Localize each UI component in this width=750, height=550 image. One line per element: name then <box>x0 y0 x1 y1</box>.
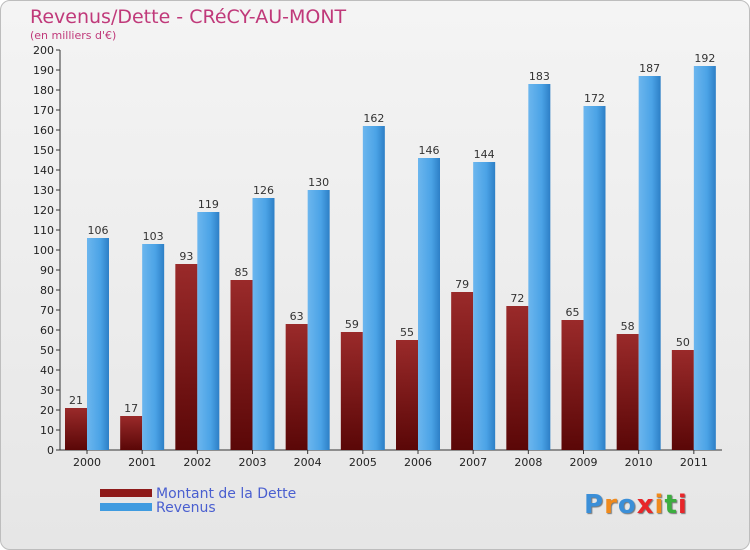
y-tick-label: 110 <box>33 224 54 237</box>
bar-revenus <box>473 162 496 450</box>
bar-dette <box>285 324 308 450</box>
x-tick-label: 2005 <box>349 456 377 469</box>
bar-dette <box>506 306 529 450</box>
data-label: 106 <box>88 224 109 237</box>
y-tick-label: 150 <box>33 144 54 157</box>
chart-subtitle: (en milliers d'€) <box>30 29 117 42</box>
x-tick-label: 2010 <box>625 456 653 469</box>
legend-swatch-revenus <box>100 503 152 511</box>
data-label: 162 <box>363 112 384 125</box>
bar-revenus <box>142 244 165 450</box>
bar-revenus <box>362 126 385 450</box>
logo-letter: o <box>617 490 637 520</box>
x-tick-label: 2003 <box>239 456 267 469</box>
data-label: 192 <box>694 52 715 65</box>
y-tick-label: 190 <box>33 64 54 77</box>
logo-letter: i <box>677 490 688 520</box>
x-tick-label: 2001 <box>128 456 156 469</box>
bar-revenus <box>197 212 220 450</box>
y-tick-label: 20 <box>40 404 54 417</box>
x-tick-label: 2008 <box>514 456 542 469</box>
data-label: 59 <box>345 318 359 331</box>
y-tick-label: 180 <box>33 84 54 97</box>
bar-dette <box>451 292 474 450</box>
y-tick-label: 70 <box>40 304 54 317</box>
y-tick-label: 200 <box>33 44 54 57</box>
data-label: 63 <box>290 310 304 323</box>
y-tick-label: 60 <box>40 324 54 337</box>
data-label: 17 <box>124 402 138 415</box>
y-tick-label: 140 <box>33 164 54 177</box>
y-tick-label: 90 <box>40 264 54 277</box>
x-tick-label: 2011 <box>680 456 708 469</box>
bar-dette <box>65 408 87 450</box>
data-label: 172 <box>584 92 605 105</box>
chart-title: Revenus/Dette - CRéCY-AU-MONT <box>30 6 347 28</box>
x-tick-label: 2004 <box>294 456 322 469</box>
y-tick-label: 160 <box>33 124 54 137</box>
y-tick-label: 120 <box>33 204 54 217</box>
proxiti-logo: Proxiti <box>584 490 688 520</box>
data-label: 55 <box>400 326 414 339</box>
y-tick-label: 100 <box>33 244 54 257</box>
bar-dette <box>616 334 639 450</box>
data-label: 72 <box>510 292 524 305</box>
x-tick-label: 2006 <box>404 456 432 469</box>
data-label: 183 <box>529 70 550 83</box>
bar-dette <box>230 280 253 450</box>
data-label: 187 <box>639 62 660 75</box>
legend-swatch-dette <box>100 489 152 497</box>
x-tick-label: 2007 <box>459 456 487 469</box>
x-tick-label: 2002 <box>183 456 211 469</box>
x-tick-label: 2009 <box>570 456 598 469</box>
legend-label-dette: Montant de la Dette <box>156 486 297 502</box>
logo-letter: x <box>636 490 655 520</box>
bar-dette <box>175 264 198 450</box>
y-tick-label: 10 <box>40 424 54 437</box>
bar-dette <box>671 350 694 450</box>
bar-revenus <box>638 76 661 450</box>
data-label: 130 <box>308 176 329 189</box>
x-tick-label: 2000 <box>73 456 101 469</box>
bar-revenus <box>583 106 606 450</box>
y-tick-label: 170 <box>33 104 54 117</box>
data-label: 119 <box>198 198 219 211</box>
data-label: 50 <box>676 336 690 349</box>
bar-revenus <box>307 190 330 450</box>
data-label: 144 <box>474 148 495 161</box>
data-label: 126 <box>253 184 274 197</box>
y-tick-label: 40 <box>40 364 54 377</box>
legend-label-revenus: Revenus <box>156 500 216 516</box>
data-label: 93 <box>179 250 193 263</box>
bar-revenus <box>693 66 716 450</box>
bar-dette <box>120 416 143 450</box>
data-label: 65 <box>566 306 580 319</box>
logo-letter: i <box>654 490 665 520</box>
bar-revenus <box>418 158 440 450</box>
bar-dette <box>340 332 363 450</box>
bar-revenus <box>528 84 551 450</box>
y-tick-label: 80 <box>40 284 54 297</box>
logo-letter: P <box>584 490 605 520</box>
data-label: 85 <box>235 266 249 279</box>
bar-dette <box>396 340 418 450</box>
data-label: 79 <box>455 278 469 291</box>
bar-revenus <box>87 238 109 450</box>
y-tick-label: 130 <box>33 184 54 197</box>
bar-revenus <box>252 198 275 450</box>
data-label: 103 <box>143 230 164 243</box>
data-label: 58 <box>621 320 635 333</box>
logo-letter: r <box>604 490 618 520</box>
y-tick-label: 50 <box>40 344 54 357</box>
bar-dette <box>561 320 584 450</box>
data-label: 146 <box>419 144 440 157</box>
y-tick-label: 30 <box>40 384 54 397</box>
y-tick-label: 0 <box>47 444 54 457</box>
logo-letter: t <box>664 490 678 520</box>
data-label: 21 <box>69 394 83 407</box>
